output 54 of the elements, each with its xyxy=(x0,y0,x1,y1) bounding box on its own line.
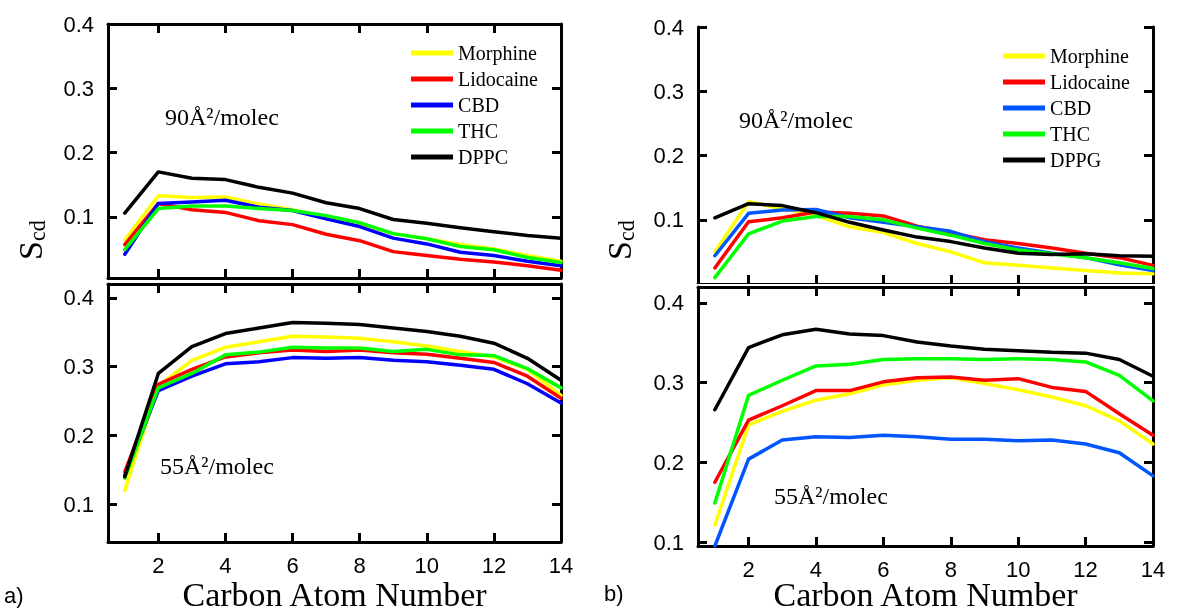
x-tick-label: 8 xyxy=(944,556,957,582)
y-tick-label: 0.3 xyxy=(653,370,684,396)
x-tick-label: 6 xyxy=(877,556,890,582)
legend-label: DPPC xyxy=(458,146,509,168)
y-tick-label: 0.1 xyxy=(63,204,94,230)
annotation: 55Å²/molec xyxy=(774,483,888,509)
x-tick-label: 14 xyxy=(1140,556,1166,582)
line-series xyxy=(713,356,1155,505)
y-axis-title: Scd xyxy=(11,220,51,260)
x-tick-label: 12 xyxy=(481,552,507,578)
text: b) xyxy=(604,580,624,606)
y-tick-label: 0.4 xyxy=(63,285,94,311)
y-tick-label: 0.4 xyxy=(653,290,684,316)
y-tick-label: 0.2 xyxy=(63,140,94,166)
y-axis-title: Scd xyxy=(600,220,640,260)
y-tick-label: 0.3 xyxy=(63,354,94,380)
y-tick-label: 0.2 xyxy=(653,449,684,475)
y-tick-label: 0.4 xyxy=(63,11,94,37)
annotation: 90Å²/molec xyxy=(165,104,279,130)
line-series xyxy=(713,375,1155,484)
y-tick-label: 0.3 xyxy=(653,78,684,104)
x-axis-title: Carbon Atom Number xyxy=(182,575,488,613)
legend-label: Lidocaine xyxy=(1050,71,1131,93)
legend-label: Lidocaine xyxy=(458,68,539,90)
line-series xyxy=(713,376,1155,528)
x-tick-label: 2 xyxy=(742,556,755,582)
legend-label: THC xyxy=(458,120,499,142)
annotation: 90Å²/molec xyxy=(739,107,853,133)
x-tick-label: 10 xyxy=(1005,556,1031,582)
text: a) xyxy=(4,582,24,608)
x-tick-label: 14 xyxy=(548,552,574,578)
y-tick-label: 0.1 xyxy=(653,207,684,233)
legend-label: DPPG xyxy=(1050,149,1102,171)
legend-label: CBD xyxy=(458,94,500,116)
y-tick-label: 0.4 xyxy=(653,14,684,40)
x-tick-label: 4 xyxy=(809,556,823,582)
legend-label: Morphine xyxy=(1050,45,1130,68)
line-series xyxy=(713,214,1155,280)
x-tick-label: 6 xyxy=(286,552,299,578)
x-tick-label: 10 xyxy=(414,552,440,578)
annotation: 55Å²/molec xyxy=(160,453,274,479)
y-tick-label: 0.3 xyxy=(63,75,94,101)
line-series xyxy=(713,433,1155,548)
legend-label: CBD xyxy=(1050,97,1092,119)
y-tick-label: 0.2 xyxy=(63,422,94,448)
y-tick-label: 0.1 xyxy=(653,529,684,555)
y-tick-label: 0.2 xyxy=(653,143,684,168)
legend-label: THC xyxy=(1050,123,1091,145)
y-tick-label: 0.1 xyxy=(63,491,94,517)
legend-label: Morphine xyxy=(458,42,538,65)
x-tick-label: 4 xyxy=(219,552,232,578)
x-tick-label: 12 xyxy=(1073,556,1098,582)
x-tick-label: 2 xyxy=(152,552,165,578)
x-tick-label: 8 xyxy=(353,552,366,578)
